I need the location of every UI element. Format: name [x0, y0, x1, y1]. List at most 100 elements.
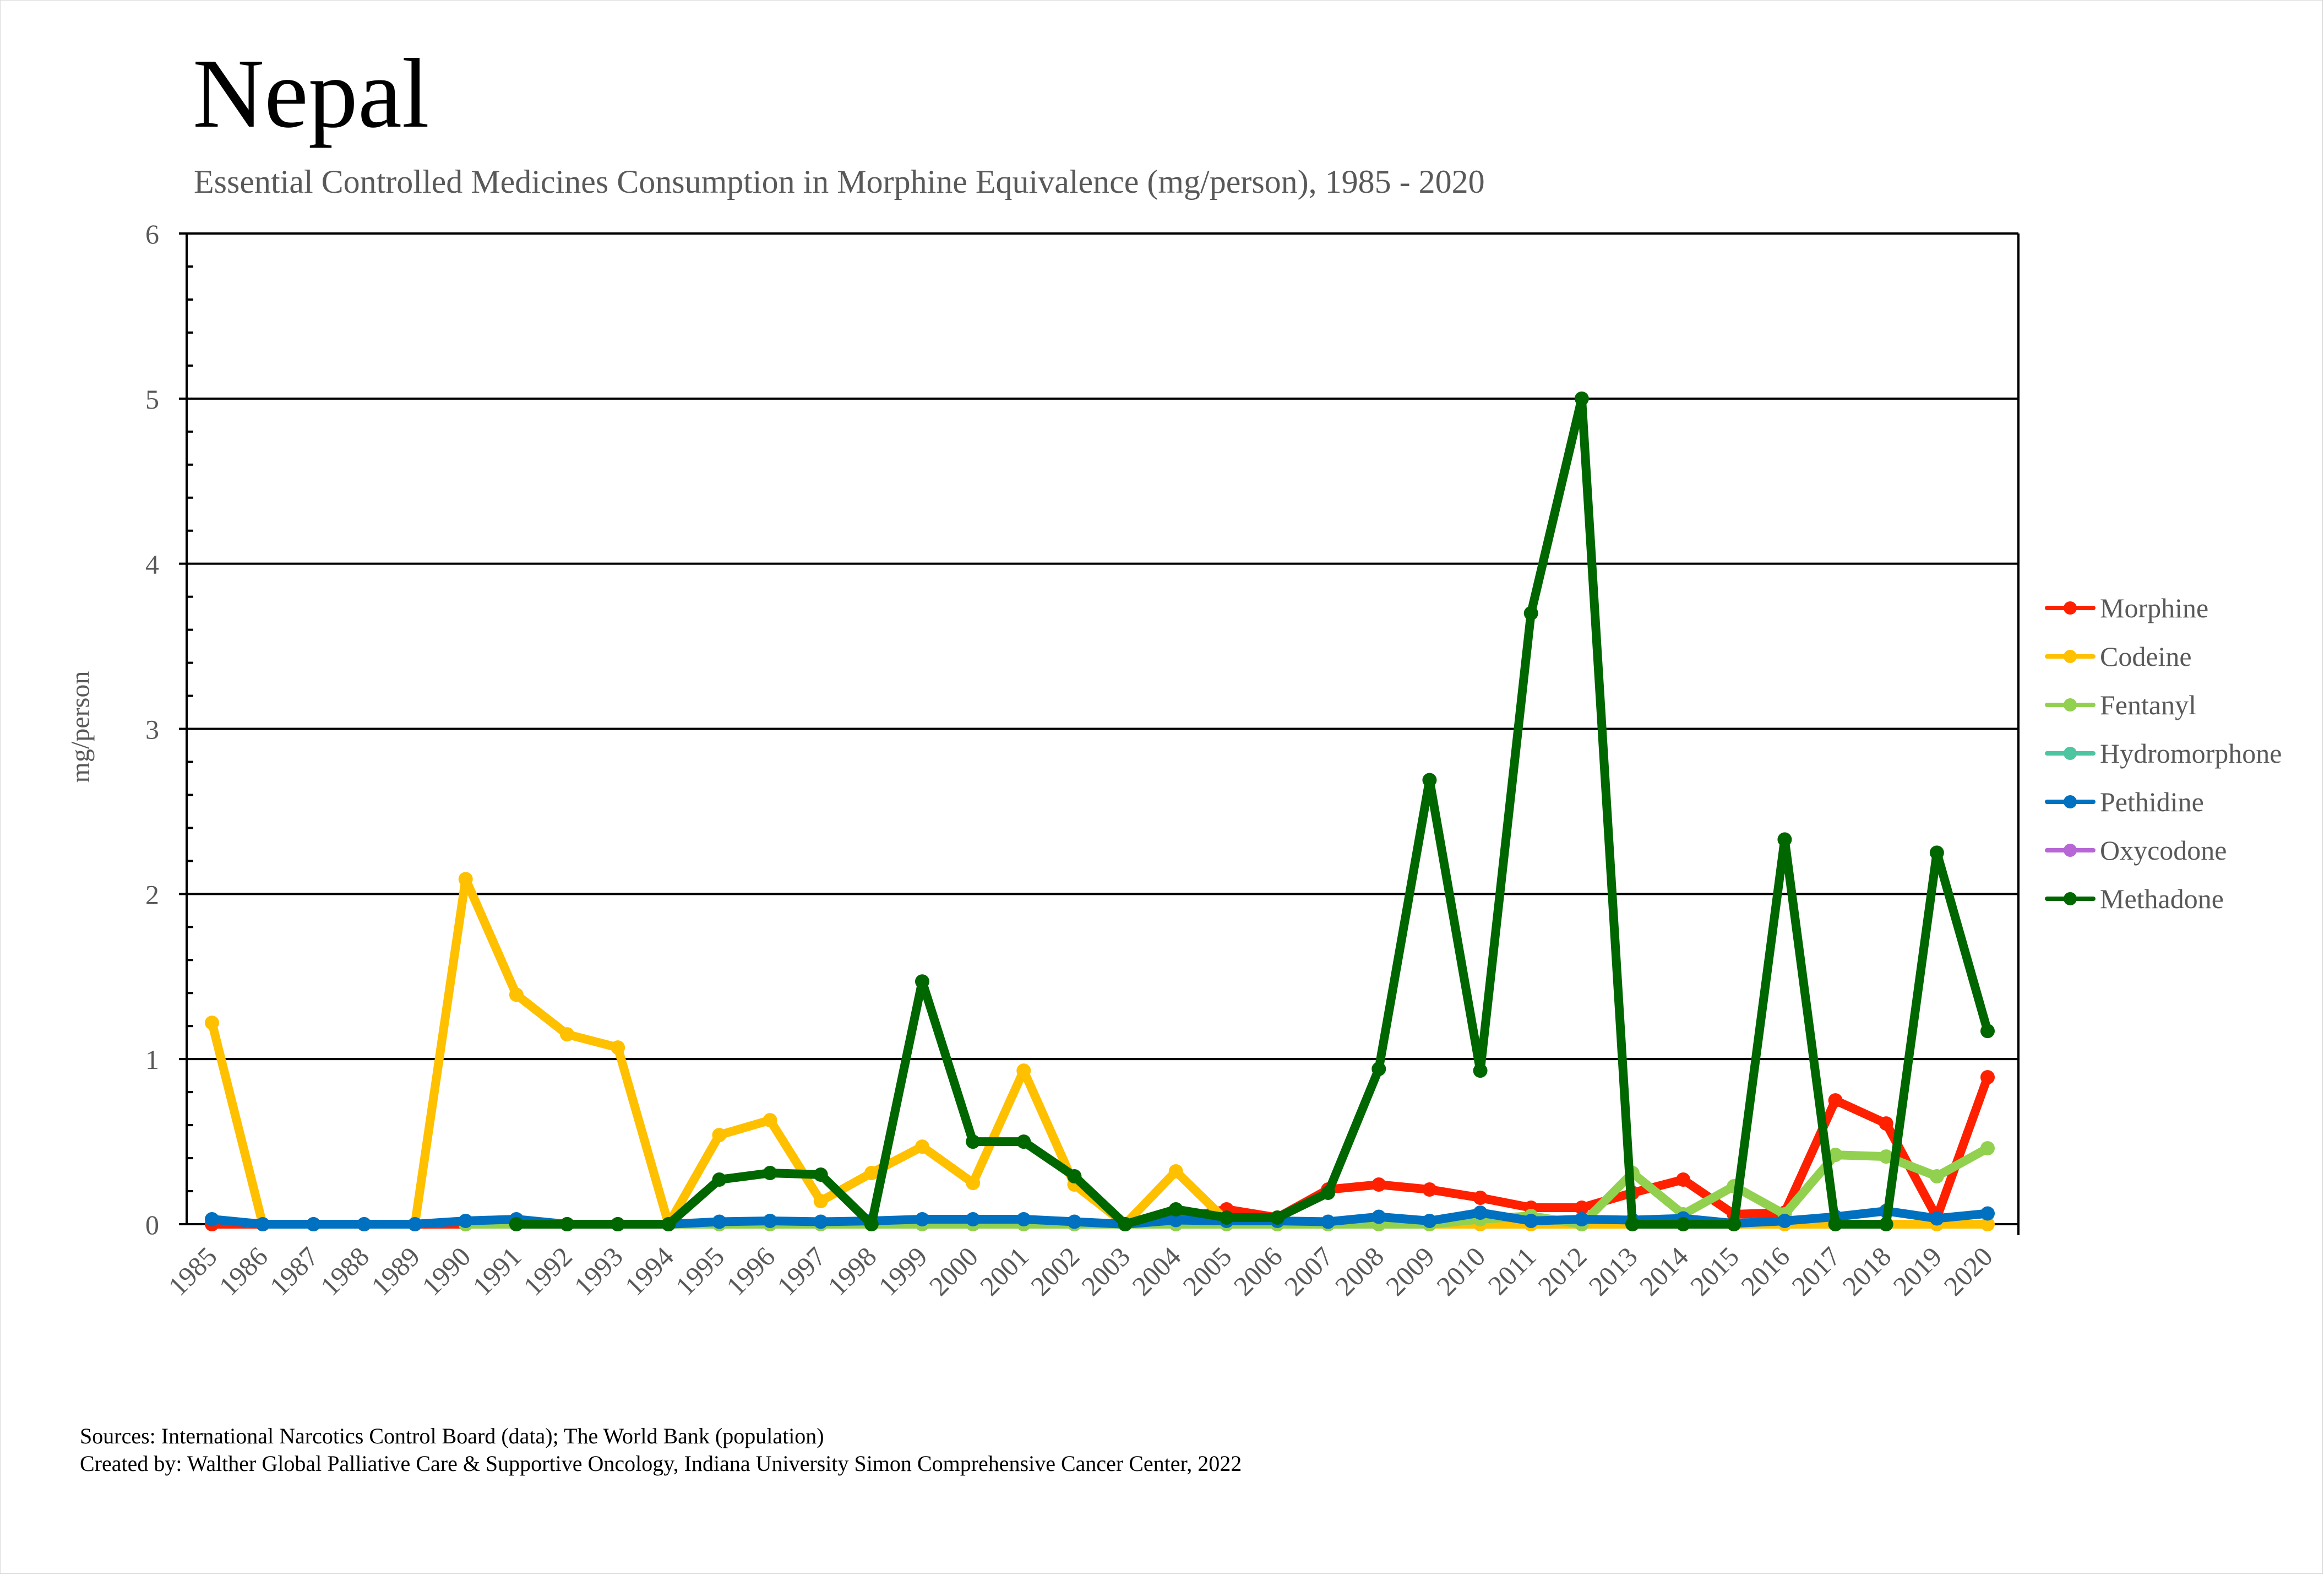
axes [179, 233, 2020, 1235]
legend-label: Hydromorphone [2100, 738, 2282, 769]
x-tick-label: 2018 [1836, 1241, 1897, 1301]
y-tick-labels: 0 1 2 3 4 5 6 [145, 219, 159, 1240]
data-point [1980, 1217, 1995, 1231]
data-point [1422, 1214, 1437, 1229]
legend-swatch-icon [2043, 791, 2098, 813]
data-point [1321, 1214, 1336, 1229]
y-tick-label: 4 [145, 549, 159, 580]
data-point [1118, 1217, 1133, 1231]
x-tick-label: 1998 [821, 1241, 882, 1301]
data-point [1828, 1148, 1843, 1163]
y-tick-label: 0 [145, 1209, 159, 1240]
data-point [611, 1040, 625, 1055]
legend-label: Pethidine [2100, 786, 2204, 817]
footer: Sources: International Narcotics Control… [80, 1422, 1242, 1478]
x-tick-label: 2015 [1684, 1241, 1745, 1301]
data-point [1067, 1214, 1082, 1229]
data-point [1168, 1164, 1183, 1179]
data-point [966, 1176, 981, 1191]
data-point [1676, 1217, 1691, 1231]
data-point [1980, 1206, 1995, 1221]
data-point [1371, 1209, 1386, 1224]
x-tick-label: 2009 [1380, 1241, 1440, 1301]
data-point [1574, 391, 1589, 406]
x-tick-label: 2007 [1278, 1241, 1339, 1301]
x-tick-label: 1990 [416, 1241, 476, 1301]
legend-item: Codeine [2043, 632, 2282, 681]
data-point [1574, 1212, 1589, 1227]
data-point [1777, 832, 1792, 847]
data-point [255, 1217, 270, 1231]
x-tick-label: 2006 [1227, 1241, 1288, 1301]
chart-title: Nepal [193, 39, 429, 148]
data-point [1980, 1070, 1995, 1085]
data-point [1625, 1217, 1640, 1231]
data-point [1828, 1093, 1843, 1108]
data-point [1067, 1169, 1082, 1184]
y-tick-label: 5 [145, 384, 159, 415]
legend-swatch-icon [2043, 839, 2098, 861]
data-point [763, 1166, 777, 1181]
data-point [458, 872, 473, 887]
series-layer [205, 391, 1995, 1231]
x-tick-label: 2011 [1482, 1241, 1542, 1301]
gridlines [179, 232, 2018, 1061]
y-tick-label: 3 [145, 714, 159, 745]
data-point [1929, 1169, 1944, 1184]
data-point [1879, 1149, 1893, 1164]
x-tick-label: 1987 [264, 1241, 324, 1301]
x-tick-label: 2010 [1430, 1241, 1491, 1301]
x-tick-label: 2017 [1786, 1241, 1846, 1301]
data-point [1168, 1202, 1183, 1217]
data-point [1321, 1186, 1336, 1201]
data-point [1016, 1212, 1031, 1227]
legend-item: Pethidine [2043, 778, 2282, 826]
legend-label: Morphine [2100, 593, 2209, 623]
legend-label: Codeine [2100, 641, 2192, 672]
legend: Morphine Codeine Fentanyl Hydromorphone Peth… [2043, 584, 2282, 923]
x-tick-label: 2004 [1126, 1241, 1187, 1301]
data-point [915, 1139, 929, 1154]
legend-swatch-icon [2043, 645, 2098, 667]
x-tick-label: 2001 [974, 1241, 1035, 1301]
x-tick-label: 2016 [1735, 1241, 1795, 1301]
data-point [1371, 1177, 1386, 1192]
sources-note: Sources: International Narcotics Control… [80, 1424, 824, 1448]
data-point [1828, 1217, 1843, 1231]
data-point [1574, 1201, 1589, 1215]
legend-label: Fentanyl [2100, 689, 2196, 720]
data-point [864, 1217, 879, 1231]
data-point [205, 1212, 219, 1227]
data-point [1523, 606, 1538, 621]
legend-swatch-icon [2043, 694, 2098, 716]
data-point [560, 1027, 574, 1042]
x-tick-label: 2012 [1532, 1241, 1592, 1301]
data-point [763, 1113, 777, 1128]
data-point [611, 1217, 625, 1231]
data-point [1777, 1214, 1792, 1229]
data-point [1929, 1211, 1944, 1226]
data-point [966, 1212, 981, 1227]
x-tick-label: 1991 [466, 1241, 527, 1301]
data-point [1980, 1141, 1995, 1156]
data-point [1371, 1062, 1386, 1077]
data-point [560, 1217, 574, 1231]
x-tick-label: 1989 [365, 1241, 426, 1301]
data-point [966, 1134, 981, 1149]
x-tick-label: 1994 [619, 1241, 679, 1301]
data-point [712, 1128, 727, 1143]
data-point [1879, 1116, 1893, 1131]
data-point [1676, 1172, 1691, 1187]
data-point [509, 987, 524, 1002]
data-point [813, 1167, 828, 1182]
data-point [1929, 845, 1944, 860]
data-point [458, 1214, 473, 1229]
data-point [712, 1214, 727, 1229]
data-point [1422, 1182, 1437, 1197]
data-point [1473, 1191, 1488, 1205]
data-point [205, 1015, 219, 1030]
data-point [1879, 1217, 1893, 1231]
series-line [511, 394, 1992, 1229]
